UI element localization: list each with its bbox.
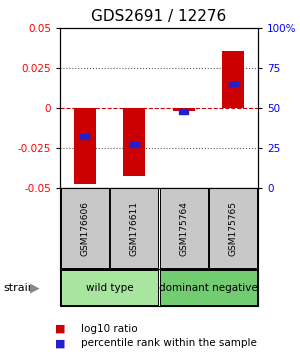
Bar — [179, 109, 188, 114]
Text: wild type: wild type — [86, 282, 133, 293]
Bar — [172, 108, 195, 111]
Bar — [222, 51, 244, 108]
Text: log10 ratio: log10 ratio — [81, 324, 138, 333]
Text: strain: strain — [3, 282, 35, 293]
Text: ▶: ▶ — [30, 281, 39, 294]
Text: dominant negative: dominant negative — [159, 282, 258, 293]
Bar — [80, 134, 89, 139]
Text: GSM176606: GSM176606 — [80, 201, 89, 256]
Text: GSM175764: GSM175764 — [179, 201, 188, 256]
Text: ■: ■ — [55, 324, 65, 333]
Title: GDS2691 / 12276: GDS2691 / 12276 — [92, 9, 226, 24]
Text: percentile rank within the sample: percentile rank within the sample — [81, 338, 257, 348]
Text: GSM175765: GSM175765 — [229, 201, 238, 256]
Text: ■: ■ — [55, 338, 65, 348]
Bar — [74, 108, 96, 184]
Bar — [123, 108, 146, 176]
Bar — [229, 82, 238, 86]
Text: GSM176611: GSM176611 — [130, 201, 139, 256]
Bar — [130, 142, 139, 147]
